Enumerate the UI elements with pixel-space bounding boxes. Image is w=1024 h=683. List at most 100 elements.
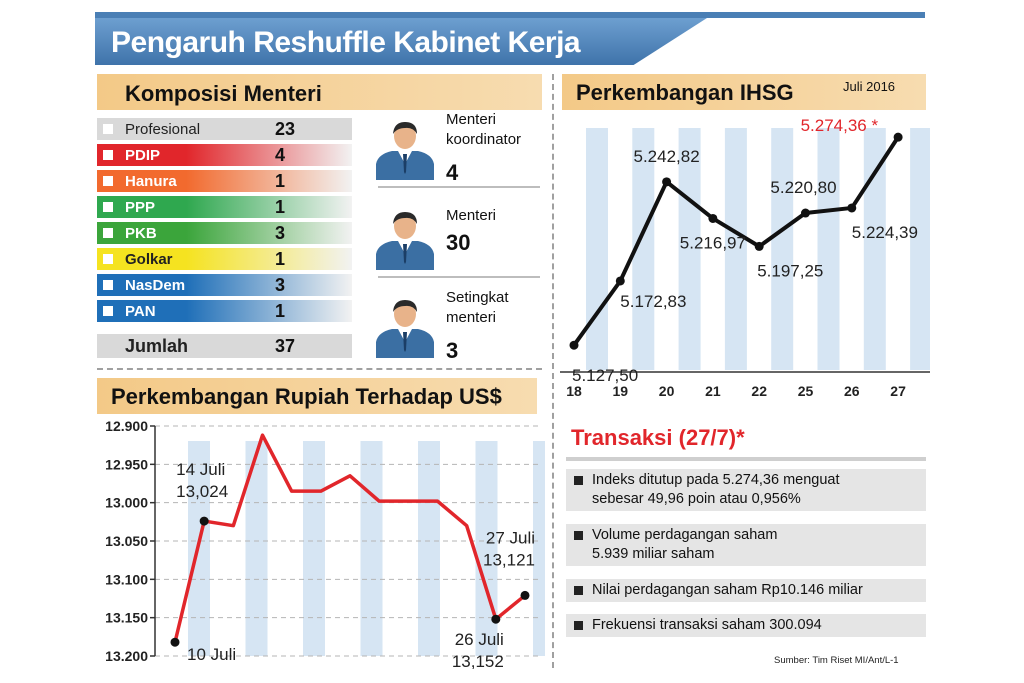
ihsg-x-tick-label: 18: [566, 383, 582, 399]
total-row-bar: [97, 334, 352, 358]
transaksi-item: Frekuensi transaksi saham 300.094: [566, 614, 926, 637]
ihsg-column-band: [678, 128, 701, 370]
minister-avatar-icon: [376, 212, 434, 270]
minister-setingkat-value: 3: [446, 338, 459, 363]
ihsg-x-tick-label: 19: [613, 383, 629, 399]
transaksi-item: Nilai perdagangan saham Rp10.146 miliar: [566, 579, 926, 602]
rupiah-data-point: [199, 516, 209, 526]
ihsg-data-point: [662, 177, 672, 187]
party-label: PPP: [125, 199, 156, 216]
rupiah-column-band: [533, 441, 545, 656]
rupiah-column-band: [303, 441, 325, 656]
transaksi-item: Volume perdagangan saham 5.939 miliar sah…: [566, 524, 926, 566]
minister-regular: Menteri 30: [372, 200, 542, 280]
title-plate: [95, 18, 707, 65]
horizontal-divider: [97, 368, 542, 370]
title-banner: Pengaruh Reshuffle Kabinet Kerja: [95, 12, 925, 65]
rupiah-y-tick-label: 12.900: [105, 418, 148, 434]
ihsg-data-point: [893, 132, 903, 142]
ihsg-column-band: [632, 128, 655, 370]
rupiah-y-tick-label: 13.000: [105, 495, 148, 511]
ihsg-column-band: [817, 128, 840, 370]
rupiah-annotation-value: 13,182: [187, 667, 239, 669]
transaksi-underline: [566, 457, 926, 461]
minister-setingkat: Setingkat menteri 3: [372, 288, 542, 368]
rupiah-annotation-value: 13,152: [452, 652, 504, 669]
rupiah-y-tick-label: 13.050: [105, 533, 148, 549]
party-value: 1: [275, 171, 286, 191]
ihsg-x-tick-label: 22: [751, 383, 767, 399]
minister-koordinator-label: Menteri koordinator: [446, 111, 522, 148]
minister-regular-label: Menteri: [446, 207, 497, 224]
rupiah-y-tick-label: 13.100: [105, 571, 148, 587]
transaksi-item-text: Indeks ditutup pada 5.274,36 menguat: [592, 472, 840, 488]
komposisi-heading: Komposisi Menteri: [97, 74, 542, 110]
ihsg-series-line: [572, 136, 900, 347]
page-title: Pengaruh Reshuffle Kabinet Kerja: [111, 26, 581, 59]
ihsg-data-point: [847, 203, 857, 213]
ihsg-data-label: 5.224,39: [852, 223, 918, 242]
party-value: 3: [275, 223, 286, 243]
ihsg-data-point: [708, 213, 718, 223]
rupiah-annotation-date: 14 Juli: [176, 460, 225, 479]
party-row: NasDem 3: [97, 274, 352, 296]
party-row: Golkar 1: [97, 248, 352, 270]
rupiah-data-point: [491, 614, 501, 624]
rupiah-column-band: [475, 441, 498, 656]
minister-koordinator: Menteri koordinator 4: [372, 110, 542, 190]
party-label: Profesional: [125, 121, 201, 138]
party-label: PAN: [125, 303, 156, 320]
party-marker-icon: [103, 306, 113, 316]
ihsg-data-label: 5.197,25: [757, 261, 823, 280]
rupiah-series-line: [173, 433, 527, 643]
ihsg-heading: Perkembangan IHSG Juli 2016: [562, 74, 926, 110]
party-row-bar: [97, 300, 352, 322]
ihsg-data-point: [569, 340, 579, 350]
ihsg-column-band: [863, 128, 886, 370]
rupiah-data-point: [170, 637, 180, 647]
rupiah-y-tick-label: 13.150: [105, 610, 148, 626]
minister-avatar-icon: [376, 122, 434, 180]
ihsg-column-band: [910, 128, 930, 370]
party-row-bar: [97, 274, 352, 296]
ihsg-column-band: [771, 128, 794, 370]
ihsg-x-tick-label: 27: [890, 383, 906, 399]
party-marker-icon: [103, 176, 113, 186]
party-value: 1: [275, 249, 286, 269]
ihsg-x-tick-label: 25: [798, 383, 814, 399]
party-label: PDIP: [125, 147, 161, 164]
ihsg-x-tick-label: 21: [705, 383, 721, 399]
party-marker-icon: [103, 280, 113, 290]
bullet-square-icon: [574, 476, 583, 485]
rupiah-annotation-date: 26 Juli: [455, 630, 504, 649]
ihsg-column-band: [724, 128, 747, 370]
rupiah-column-band: [360, 441, 383, 656]
party-value: 1: [275, 301, 286, 321]
ihsg-data-label: 5.242,82: [634, 147, 700, 166]
ihsg-x-tick-label: 26: [844, 383, 860, 399]
ihsg-data-point: [801, 208, 810, 218]
party-row: Hanura 1: [97, 170, 352, 192]
minister-divider: [378, 186, 540, 188]
rupiah-annotation-date: 10 Juli: [187, 645, 236, 664]
ihsg-data-label: 5.127,50: [572, 366, 638, 385]
party-value: 1: [275, 197, 286, 217]
ihsg-subtitle: Juli 2016: [843, 79, 896, 94]
ihsg-data-label: 5.216,97: [680, 233, 746, 252]
ihsg-data-label: 5.220,80: [770, 178, 836, 197]
party-row-bar: [97, 222, 352, 244]
party-row: PPP 1: [97, 196, 352, 218]
party-value: 23: [275, 119, 296, 139]
transaksi-item-text: Frekuensi transaksi saham 300.094: [592, 617, 822, 633]
total-row: Jumlah 37: [97, 334, 352, 358]
vertical-divider: [552, 74, 554, 668]
minister-koordinator-value: 4: [446, 160, 459, 185]
party-marker-icon: [103, 254, 113, 264]
ihsg-x-tick-label: 20: [659, 383, 675, 399]
rupiah-annotation-date: 27 Juli: [486, 528, 535, 547]
party-label: NasDem: [125, 277, 186, 294]
party-label: PKB: [125, 225, 157, 242]
ihsg-data-label: 5.172,83: [620, 292, 686, 311]
party-marker-icon: [103, 202, 113, 212]
